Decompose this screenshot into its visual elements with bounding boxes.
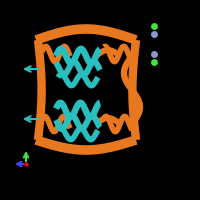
Polygon shape: [35, 135, 137, 155]
Polygon shape: [56, 72, 100, 88]
Polygon shape: [53, 46, 102, 66]
Polygon shape: [102, 44, 134, 64]
Polygon shape: [53, 113, 102, 131]
Polygon shape: [34, 24, 138, 45]
Polygon shape: [39, 44, 73, 64]
Polygon shape: [56, 126, 100, 142]
Polygon shape: [94, 47, 122, 58]
Polygon shape: [39, 114, 73, 134]
Polygon shape: [54, 59, 103, 77]
Polygon shape: [34, 40, 46, 140]
Polygon shape: [53, 100, 101, 120]
Polygon shape: [94, 115, 122, 126]
Polygon shape: [121, 54, 143, 126]
Polygon shape: [128, 40, 140, 140]
Polygon shape: [102, 114, 134, 134]
